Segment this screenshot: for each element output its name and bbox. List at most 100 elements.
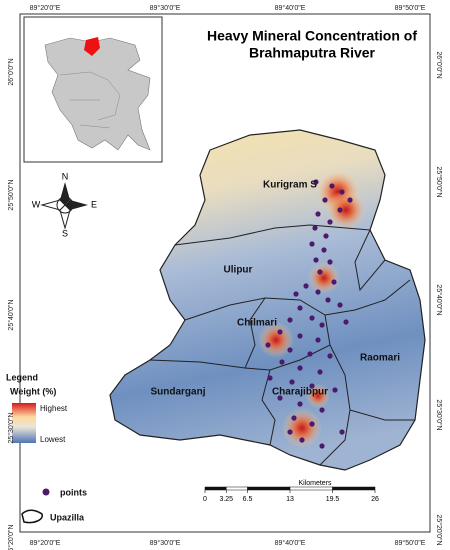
boundary bbox=[261, 369, 276, 446]
sample-point bbox=[307, 351, 313, 357]
sample-point bbox=[293, 291, 299, 297]
latitude-label: 25°20'0"N bbox=[7, 524, 15, 550]
sample-point bbox=[287, 347, 293, 353]
scale-segment bbox=[226, 486, 248, 491]
compass-point bbox=[60, 182, 70, 205]
legend-points: points bbox=[60, 487, 87, 497]
sample-point bbox=[337, 207, 343, 213]
scale-tick-label: 6.5 bbox=[243, 496, 253, 503]
sample-point bbox=[313, 257, 319, 263]
longitude-label: 89°40'0"E bbox=[275, 539, 306, 547]
sample-point bbox=[309, 315, 315, 321]
latitude-label: 26°0'0"N bbox=[435, 51, 443, 78]
boundary bbox=[349, 409, 415, 421]
region-label: Chilmari bbox=[237, 318, 277, 329]
sample-point bbox=[315, 289, 321, 295]
scale-segment bbox=[289, 486, 333, 491]
hotspot bbox=[308, 262, 340, 294]
sample-point bbox=[267, 375, 273, 381]
hotspot bbox=[326, 190, 366, 230]
compass-point bbox=[65, 200, 88, 210]
sample-point bbox=[297, 333, 303, 339]
sample-point bbox=[317, 369, 323, 375]
sample-point bbox=[309, 241, 315, 247]
sample-point bbox=[303, 283, 309, 289]
compass-ring bbox=[56, 196, 74, 214]
graticule-labels: 89°20'0"E 89°20'0"E 89°30'0"E 89°30'0"E 89°4… bbox=[7, 4, 443, 550]
sample-point bbox=[332, 387, 338, 393]
sample-point bbox=[277, 329, 283, 335]
legend-boundary bbox=[21, 509, 43, 524]
sample-point bbox=[297, 401, 303, 407]
latitude-label: 25°30'0"N bbox=[7, 412, 15, 443]
sample-point bbox=[327, 353, 333, 359]
scale-tick-label: 19.5 bbox=[326, 496, 340, 503]
sample-point bbox=[265, 342, 271, 348]
sample-point bbox=[319, 407, 325, 413]
region-label: Ulipur bbox=[224, 265, 253, 276]
sample-point bbox=[343, 319, 349, 325]
legend: Legend Weight (%) Highest Lowest points … bbox=[6, 372, 87, 524]
region-label: Sundarganj bbox=[150, 387, 205, 398]
sample-point bbox=[319, 322, 325, 328]
sample-point bbox=[291, 415, 297, 421]
sample-point bbox=[297, 305, 303, 311]
sample-point bbox=[325, 297, 331, 303]
scale-segment bbox=[204, 486, 227, 491]
longitude-label: 89°40'0"E bbox=[275, 4, 306, 12]
latitude-label: 25°50'0"N bbox=[435, 166, 443, 197]
legend-high: Highest bbox=[40, 404, 68, 413]
sample-point bbox=[309, 383, 315, 389]
boundary bbox=[244, 297, 331, 371]
boundary bbox=[354, 229, 386, 292]
longitude-label: 89°20'0"E bbox=[30, 539, 61, 547]
title-line: Brahmaputra River bbox=[249, 45, 376, 61]
compass-letter: N bbox=[62, 171, 69, 181]
longitude-label: 89°50'0"E bbox=[395, 539, 426, 547]
sample-points bbox=[265, 179, 353, 449]
latitude-label: 25°50'0"N bbox=[7, 179, 15, 210]
region-label: Raomari bbox=[360, 353, 400, 364]
legend-boundary-label: Upazilla bbox=[50, 512, 85, 522]
sample-point bbox=[312, 225, 318, 231]
sample-point bbox=[327, 259, 333, 265]
legend-field: Weight (%) bbox=[10, 386, 56, 396]
latitude-label: 25°30'0"N bbox=[435, 399, 443, 430]
longitude-label: 89°30'0"E bbox=[150, 4, 181, 12]
latitude-label: 26°0'0"N bbox=[7, 58, 15, 85]
north-arrow: N S W E bbox=[32, 171, 97, 238]
sample-point bbox=[315, 211, 321, 217]
sample-point bbox=[309, 421, 315, 427]
sample-point bbox=[289, 379, 295, 385]
study-area bbox=[84, 37, 100, 56]
hotspot bbox=[306, 384, 330, 408]
latitude-label: 25°20'0"N bbox=[435, 514, 443, 545]
sample-point bbox=[331, 279, 337, 285]
sample-point bbox=[322, 197, 328, 203]
title-line: Heavy Mineral Concentration of bbox=[207, 28, 417, 44]
sample-point bbox=[279, 359, 285, 365]
scale-unit: Kilometers bbox=[298, 480, 332, 487]
boundary bbox=[184, 279, 411, 321]
sample-point bbox=[321, 247, 327, 253]
sample-point bbox=[313, 179, 319, 185]
sample-point bbox=[337, 302, 343, 308]
sample-point bbox=[339, 189, 345, 195]
latitude-label: 25°40'0"N bbox=[7, 299, 15, 330]
sample-point bbox=[347, 197, 353, 203]
scale-tick-label: 13 bbox=[286, 496, 294, 503]
scale-tick-label: 3.25 bbox=[219, 496, 233, 503]
legend-low: Lowest bbox=[40, 435, 66, 444]
inset-divisions bbox=[59, 71, 121, 129]
sample-point bbox=[323, 233, 329, 239]
legend-ramp bbox=[12, 403, 36, 443]
latitude-label: 25°40'0"N bbox=[435, 284, 443, 315]
scale-tick-label: 0 bbox=[203, 496, 207, 503]
district-outline bbox=[109, 129, 426, 471]
country-shape bbox=[44, 37, 151, 151]
region-label: Kurigram S bbox=[263, 180, 317, 191]
boundary bbox=[149, 359, 246, 369]
sample-point bbox=[287, 317, 293, 323]
